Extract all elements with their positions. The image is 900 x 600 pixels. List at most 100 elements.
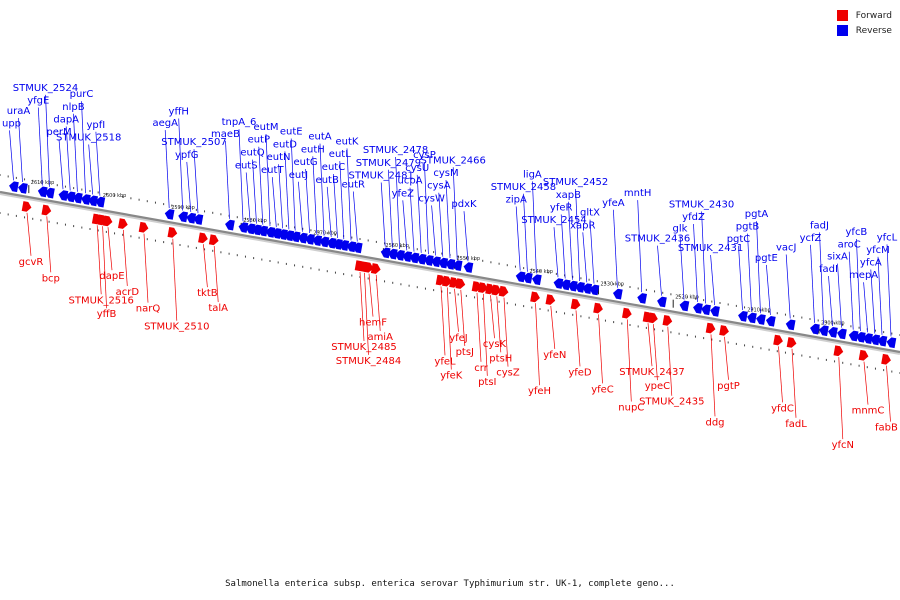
reverse-label-leader [568,201,573,280]
reverse-gene-arrow [305,234,315,245]
reverse-gene-label: yfcL [877,232,898,243]
reverse-gene-arrow [81,194,91,205]
reverse-gene-label: STMUK_2466 [420,155,485,166]
reverse-label-leader [424,162,429,255]
forward-gene-label: hemF [359,318,387,329]
reverse-gene-label: eutD [273,139,297,150]
reverse-gene-arrow [297,232,308,244]
reverse-gene-label: dapA [53,114,79,125]
reverse-label-leader [785,254,791,319]
reverse-gene-label: xapB [556,190,581,201]
forward-gene-label: yfeN [543,350,566,361]
reverse-gene-label: pdxK [451,199,477,210]
reverse-label-leader [756,221,761,314]
reverse-gene-arrow [756,314,766,325]
reverse-gene-arrow [560,279,571,291]
reverse-label-leader [58,139,64,190]
forward-gene-label: yfeL [434,356,456,367]
reverse-gene-label: eutK [336,136,359,147]
reverse-gene-arrow [870,334,881,346]
reverse-label-leader [848,251,854,330]
reverse-label-leader [186,161,192,212]
reverse-gene-arrow [284,230,295,242]
forward-label-leader [375,274,381,331]
forward-gene-arrow [167,227,178,238]
reverse-gene-label: eutT [261,165,284,176]
reverse-label-leader [582,232,588,283]
reverse-label-leader [819,232,824,325]
reverse-label-leader [575,189,580,282]
forward-gene-label: yfeK [440,371,463,382]
reverse-gene-label: yffH [169,106,189,117]
tick-label: 2590 kbp [171,205,195,211]
tick-label: 2580 kbp [243,218,267,224]
reverse-label-leader [333,173,338,239]
forward-label-leader [886,365,891,422]
reverse-gene-arrow [637,293,648,304]
forward-label-leader [143,233,149,303]
reverse-label-leader [380,182,386,247]
reverse-gene-arrow [271,228,282,239]
reverse-gene-label: yfeA [602,198,625,209]
reverse-gene-label: upp [2,118,21,129]
reverse-gene-label: pgtC [727,234,751,245]
reverse-gene-arrow [657,296,667,308]
reverse-gene-label: perM [46,127,71,138]
reverse-gene-label: eutM [253,122,278,133]
forward-gene-label: nupC [618,403,644,414]
reverse-label-leader [856,238,861,331]
reverse-label-leader [657,245,662,296]
reverse-label-leader [863,282,868,333]
reverse-gene-arrow [828,326,838,338]
reverse-label-leader [870,269,876,334]
reverse-gene-arrow [290,231,301,243]
reverse-label-leader [81,101,86,194]
forward-gene-label: talA [208,303,228,314]
reverse-gene-label: cysW [418,193,445,204]
reverse-label-leader [305,169,310,234]
reverse-label-leader [284,151,290,230]
reverse-label-leader [193,149,199,214]
reverse-label-leader [45,94,50,187]
reverse-gene-arrow [612,288,623,300]
forward-gene-label: bcp [42,273,60,284]
reverse-gene-label: eutR [342,180,365,191]
forward-gene-arrow [621,307,632,319]
reverse-gene-label: pgtB [736,222,760,233]
reverse-gene-arrow [265,226,276,238]
reverse-label-leader [560,214,566,279]
reverse-label-leader [319,143,325,236]
reverse-gene-arrow [423,255,434,266]
forward-gene-label: dapE [99,271,124,282]
reverse-gene-label: STMUK_2518 [56,132,121,143]
reverse-gene-label: STMUK_2452 [543,177,608,188]
reverse-gene-label: eutQ [240,148,264,159]
forward-gene-label: ptsI [478,377,496,388]
reverse-gene-arrow [848,330,859,342]
reverse-gene-arrow [88,195,99,207]
legend-forward: Forward [836,8,892,23]
reverse-label-leader [877,256,883,335]
reverse-gene-arrow [319,236,330,248]
reverse-gene-label: eutJ [289,170,308,181]
reverse-label-leader [312,156,318,235]
forward-gene-arrow [41,204,52,216]
forward-label-leader [359,271,365,342]
reverse-gene-label: eutC [322,162,345,173]
reverse-label-leader [164,130,170,209]
reverse-gene-arrow [333,238,343,250]
forward-label-leader [490,295,495,339]
forward-gene-arrow [719,325,729,336]
reverse-gene-label: nlpB [62,102,84,113]
reverse-gene-arrow [178,211,189,223]
forward-label-leader [122,229,128,286]
forward-gene-arrow [208,234,219,246]
forward-gene-arrow [545,294,556,305]
reverse-gene-arrow [701,304,711,316]
tick-label: 2600 kbp [103,193,127,199]
forward-label-leader [778,346,783,403]
reverse-gene-arrow [589,284,600,296]
reverse-label-leader [65,126,71,191]
forward-label-leader [863,361,869,405]
